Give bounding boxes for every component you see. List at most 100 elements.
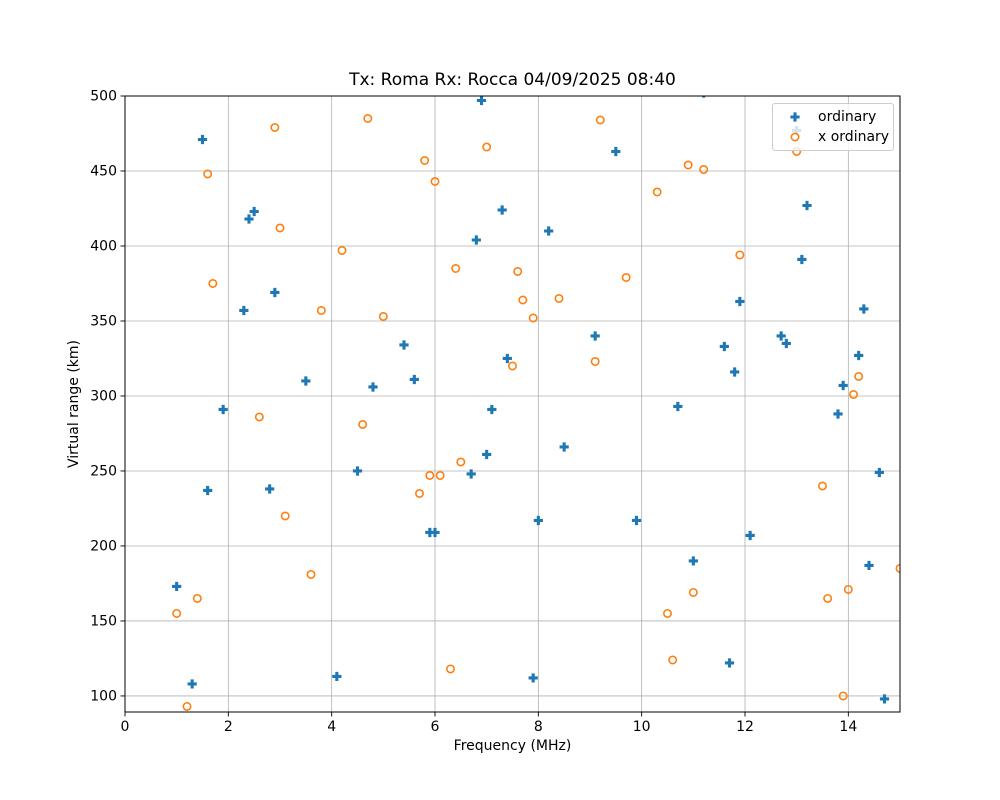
- scatter-point: [730, 367, 740, 377]
- scatter-point: [435, 470, 445, 480]
- scatter-point: [337, 245, 347, 255]
- legend-label-ordinary: ordinary: [818, 109, 877, 125]
- scatter-point: [476, 96, 487, 106]
- scatter-point: [301, 376, 311, 386]
- scatter-point: [554, 293, 564, 303]
- scatter-point: [270, 287, 280, 298]
- scatter-point: [187, 679, 197, 689]
- y-tick-label: 150: [90, 614, 117, 630]
- x-tick-label: 14: [839, 719, 857, 735]
- scatter-point: [719, 341, 729, 352]
- scatter-point: [456, 457, 466, 467]
- x-axis-label: Frequency (MHz): [453, 738, 572, 754]
- scatter-point: [776, 331, 786, 341]
- scatter-point: [430, 527, 440, 538]
- scatter-point: [332, 671, 342, 682]
- scatter-point: [854, 350, 864, 361]
- scatter-point: [595, 115, 605, 125]
- legend-label-x-ordinary: x ordinary: [818, 129, 890, 145]
- scatter-point: [316, 305, 326, 315]
- axes-spines: [124, 95, 901, 713]
- scatter-point: [482, 142, 492, 152]
- scatter-point: [172, 608, 182, 618]
- x-tick-label: 8: [534, 719, 543, 735]
- scatter-point: [838, 380, 848, 391]
- scatter-point: [203, 485, 213, 496]
- scatter-point: [621, 272, 631, 282]
- scatter-point: [487, 404, 497, 415]
- y-tick-label: 500: [90, 89, 117, 105]
- scatter-point: [182, 701, 192, 711]
- x-ordinary-circle-glyph: [790, 132, 800, 142]
- scatter-point: [735, 250, 745, 260]
- scatter-point: [378, 311, 388, 321]
- scatter-point: [631, 515, 642, 526]
- legend: ordinary x ordinary: [772, 103, 894, 151]
- scatter-point: [425, 470, 435, 480]
- y-tick-label: 350: [90, 314, 117, 330]
- scatter-point: [590, 331, 600, 341]
- scatter-point: [528, 313, 538, 323]
- scatter-point: [724, 658, 735, 668]
- x-tick-label: 0: [121, 719, 130, 735]
- x-tick-label: 6: [431, 719, 440, 735]
- scatter-point: [425, 527, 435, 538]
- scatter-point: [652, 187, 662, 197]
- series-ordinary: [172, 96, 890, 704]
- x-tick-label: 12: [736, 719, 754, 735]
- y-tick-label: 300: [90, 389, 117, 405]
- scatter-point: [254, 412, 264, 422]
- scatter-point: [270, 122, 280, 132]
- scatter-point: [306, 569, 316, 579]
- scatter-point: [611, 146, 621, 157]
- legend-item-ordinary: ordinary: [785, 109, 893, 125]
- scatter-point: [249, 206, 259, 217]
- scatter-point: [502, 353, 512, 364]
- scatter-point: [430, 176, 440, 186]
- tick-labels: 0 2 4 6 8 10 12 14 100 150 200 250 300 350 400 450 500: [90, 89, 857, 735]
- scatter-point: [363, 113, 373, 123]
- scatter-point: [859, 304, 869, 314]
- scatter-point: [414, 488, 424, 498]
- scatter-point: [668, 655, 678, 665]
- scatter-point: [838, 691, 848, 701]
- scatter-point: [559, 442, 569, 452]
- scatter-point: [544, 226, 554, 236]
- y-tick-label: 200: [90, 539, 117, 555]
- tick-marks: [120, 95, 849, 717]
- scatter-point: [781, 338, 791, 349]
- scatter-point: [275, 223, 285, 233]
- scatter-point: [802, 200, 812, 211]
- scatter-point: [471, 235, 481, 245]
- scatter-point: [673, 401, 683, 412]
- scatter-point: [874, 467, 884, 478]
- scatter-point: [280, 511, 290, 521]
- scatter-point: [203, 169, 213, 179]
- scatter-point: [409, 374, 419, 385]
- scatter-point: [823, 593, 833, 603]
- scatter-point: [208, 278, 218, 288]
- ordinary-marker-icon: [790, 112, 800, 122]
- scatter-point: [864, 560, 874, 571]
- scatter-point: [197, 134, 208, 145]
- x-tick-label: 4: [327, 719, 336, 735]
- y-tick-label: 400: [90, 239, 117, 255]
- scatter-point: [843, 584, 853, 594]
- scatter-point: [218, 404, 228, 415]
- scatter-point: [518, 295, 528, 305]
- scatter-point: [420, 155, 430, 165]
- scatter-point: [688, 556, 698, 566]
- scatter-point: [528, 673, 538, 683]
- scatter-point: [590, 356, 600, 366]
- chart-title: Tx: Roma Rx: Rocca 04/09/2025 08:40: [349, 70, 676, 90]
- scatter-point: [352, 466, 363, 476]
- scatter-point: [265, 484, 275, 494]
- series-x-ordinary: [172, 113, 900, 711]
- scatter-point: [797, 254, 807, 265]
- scatter-point: [466, 469, 476, 479]
- scatter-point: [482, 449, 492, 460]
- scatter-point: [848, 389, 858, 399]
- scatter-point: [244, 214, 254, 224]
